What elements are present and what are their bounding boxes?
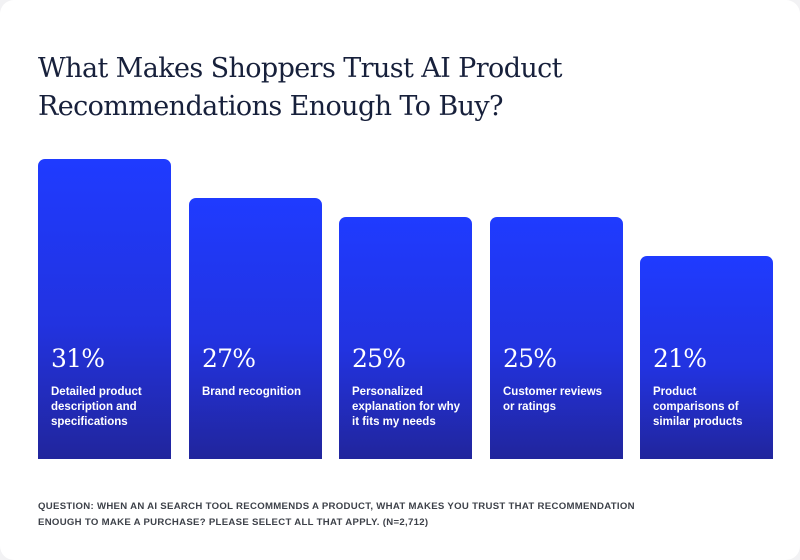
bar: 25% Customer reviews or ratings [490,217,623,459]
chart-title-line-1: What Makes Shoppers Trust AI Product [38,53,563,84]
bar-value-label: 21% [653,344,707,373]
bar: 25% Personalized explanation for why it f… [339,217,472,459]
bar: 21% Product comparisons of similar produc… [640,256,773,459]
bar-chart: 31% Detailed product description and spec… [38,159,773,459]
chart-title: What Makes Shoppers Trust AI Product Rec… [38,50,678,126]
bar-category-label: Detailed product description and specifi… [51,386,142,428]
bar-category-label: Customer reviews or ratings [503,386,603,413]
bar-value-label: 27% [202,344,256,373]
bar: 31% Detailed product description and spec… [38,159,171,459]
bar-category-label: Product comparisons of similar products [653,386,743,428]
chart-title-line-2: Recommendations Enough To Buy? [38,91,504,122]
bar-value-label: 25% [352,344,406,373]
bar-value-label: 31% [51,344,105,373]
bar-value-label: 25% [503,344,557,373]
bar-category-label: Personalized explanation for why it fits… [352,386,460,428]
survey-question-footnote: QUESTION: WHEN AN AI SEARCH TOOL RECOMME… [38,501,635,528]
bar: 27% Brand recognition [189,198,322,459]
bar-category-label: Brand recognition [202,386,302,398]
